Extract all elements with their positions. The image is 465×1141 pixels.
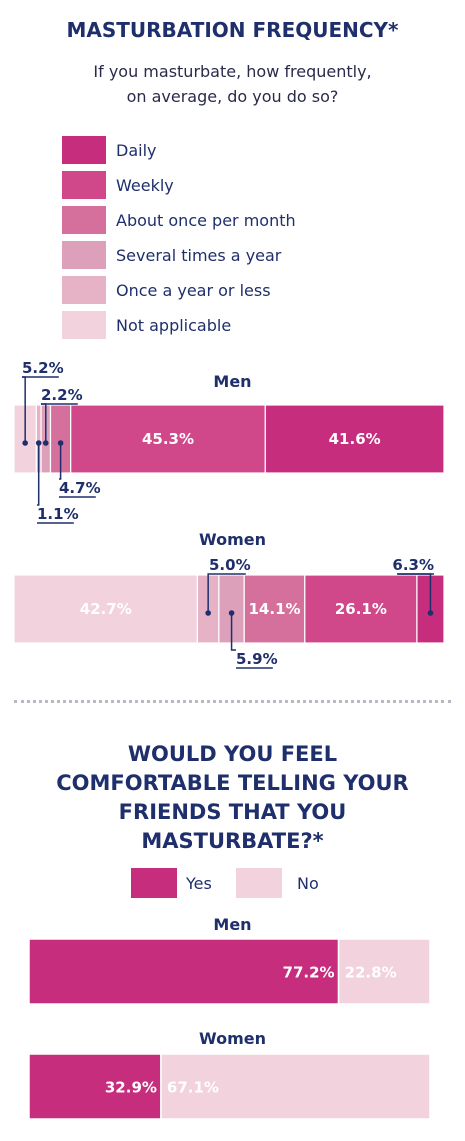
bar2-women-yes (28, 1053, 162, 1120)
chart-title-2-line-2: COMFORTABLE TELLING YOUR (56, 771, 409, 795)
legend2-swatch-no (236, 868, 282, 898)
data-label-women-monthly: 14.1% (249, 600, 301, 618)
bar-women-about-once-per-month (243, 574, 306, 644)
bar2-men-yes (28, 938, 340, 1005)
legend-label: About once per month (116, 210, 296, 230)
legend-swatch (62, 311, 106, 339)
legend-label: Not applicable (116, 315, 232, 335)
callout-men-not-applicable-dot (22, 440, 28, 446)
callout-women-daily-dot (427, 610, 434, 616)
legend-label: Several times a year (116, 245, 282, 265)
group-label-men: Men (213, 372, 252, 391)
legend-label: Weekly (116, 175, 174, 195)
callout-women-daily-leader (397, 573, 432, 613)
callout-men-several-times: 2.2% (41, 386, 83, 404)
legend-item-about-once-per-month: About once per month (62, 206, 296, 234)
legend-item-once-a-year-or-less: Once a year or less (62, 276, 271, 304)
callout-women-several-times-dot (228, 610, 235, 616)
chart-subtitle-line-1: If you masturbate, how frequently, (93, 62, 372, 81)
legend-swatch (62, 206, 106, 234)
data-label-men-daily: 41.6% (329, 430, 381, 448)
data-label2-women-yes: 32.9% (105, 1079, 157, 1097)
callout-men-monthly-dot (57, 440, 64, 446)
legend-item-weekly: Weekly (62, 171, 174, 199)
data-label-women-not-applicable: 42.7% (80, 600, 132, 618)
callout-men-monthly: 4.7% (59, 479, 101, 497)
legend-swatch (62, 276, 106, 304)
bar-men-daily (264, 404, 445, 474)
bar2-women-no (160, 1053, 431, 1120)
chart-title-2-line-4: MASTURBATE?* (141, 829, 324, 853)
data-label-women-weekly: 26.1% (335, 600, 387, 618)
callout-men-not-applicable-leader (22, 376, 26, 443)
section-divider (14, 700, 451, 703)
legend-swatch (62, 241, 106, 269)
legend-item-several-times-a-year: Several times a year (62, 241, 281, 269)
legend2-swatch-yes (131, 868, 177, 898)
legend2-label-yes: Yes (185, 874, 212, 893)
chart-title-2-line-3: FRIENDS THAT YOU (118, 800, 347, 824)
group2-label-men: Men (213, 915, 252, 934)
callout-women-several-times: 5.9% (236, 650, 278, 668)
bar-men-weekly (70, 404, 266, 474)
bar-women-not-applicable (13, 574, 199, 644)
callout-women-once-a-year-dot (205, 610, 211, 616)
callout-men-not-applicable: 5.2% (22, 359, 64, 377)
data-label2-men-no: 22.8% (345, 964, 397, 982)
callout-men-once-a-year-dot (35, 440, 42, 446)
callout-women-several-times-leader (230, 613, 236, 651)
callout-men-once-a-year-leader (37, 443, 40, 506)
legend2-label-no: No (297, 874, 319, 893)
chart-subtitle-line-2: on average, do you do so? (126, 87, 339, 106)
bar2-men-no (337, 938, 431, 1005)
legend-swatch (62, 136, 106, 164)
chart-title-2-line-1: WOULD YOU FEEL (127, 742, 338, 766)
group-label-women: Women (199, 530, 266, 549)
legend-swatch (62, 171, 106, 199)
chart-title: MASTURBATION FREQUENCY* (66, 18, 399, 42)
callout-men-several-times-leader (41, 403, 47, 443)
callout-women-daily: 6.3% (392, 556, 434, 574)
data-label2-women-no: 67.1% (167, 1079, 219, 1097)
callout-women-once-a-year: 5.0% (209, 556, 251, 574)
legend-item-daily: Daily (62, 136, 156, 164)
callout-women-once-a-year-leader (207, 573, 209, 613)
data-label-men-weekly: 45.3% (142, 430, 194, 448)
legend-label: Once a year or less (116, 280, 271, 300)
callout-men-several-times-dot (42, 440, 49, 446)
legend-item-not-applicable: Not applicable (62, 311, 231, 339)
callout-men-once-a-year: 1.1% (37, 505, 79, 523)
bar-women-weekly (304, 574, 418, 644)
group2-label-women: Women (199, 1029, 266, 1048)
legend-label: Daily (116, 140, 157, 160)
chart-title-2: WOULD YOU FEEL COMFORTABLE TELLING YOUR … (0, 740, 465, 856)
callout-men-monthly-leader (59, 443, 62, 480)
data-label2-men-yes: 77.2% (283, 964, 335, 982)
